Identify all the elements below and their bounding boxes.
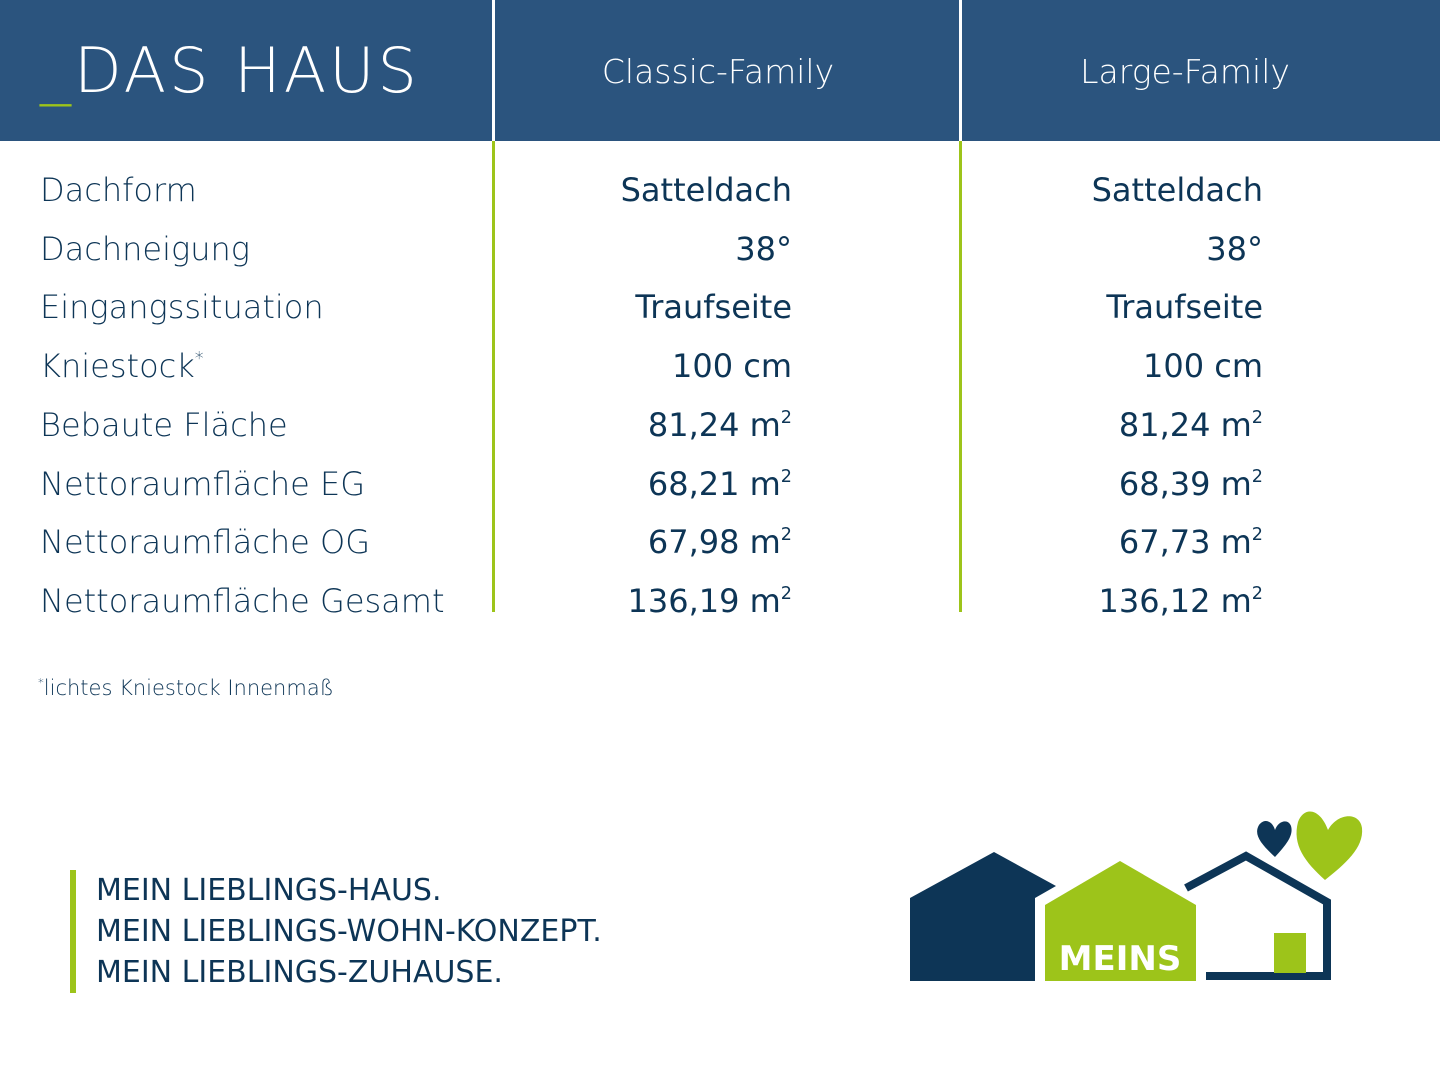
value-text: 136,19 m [627,581,781,620]
value-text: Traufseite [1106,288,1263,327]
title-text: DAS HAUS [74,34,420,107]
footnote-text: lichtes Kniestock Innenmaß [43,676,334,700]
slogan-line: MEIN LIEBLINGS-HAUS. [96,873,442,908]
row-value: 68,21 m2 [492,455,792,513]
value-text: 67,73 m [1118,523,1252,562]
row-label-text: Dachform [40,171,197,209]
table-row: Dachform Satteldach Satteldach [0,161,1440,219]
logo-house-green [1045,861,1196,981]
value-text: Satteldach [620,171,792,209]
value-text: 68,39 m [1118,464,1252,503]
logo-house-navy [910,852,1056,981]
row-value: Satteldach [492,161,792,219]
row-label-text: Kniestock [40,347,195,386]
row-label-text: Dachneigung [40,229,250,268]
value-unit-sup: 2 [780,466,792,487]
value-unit-sup: 2 [1251,525,1263,545]
divider [492,0,495,141]
title-underscore: _ [40,34,74,107]
row-value: Traufseite [492,278,792,336]
slogan-line: MEIN LIEBLINGS-WOHN-KONZEPT. [96,914,602,949]
logo-text: MEINS [1059,939,1182,979]
value-text: 81,24 m [647,405,781,444]
table-row: Kniestock* 100 cm 100 cm [0,337,1440,395]
row-label: Nettoraumfläche EG [40,455,365,513]
value-unit-sup: 2 [780,583,792,604]
value-text: 38° [1206,229,1263,268]
row-value: 136,19 m2 [492,572,792,630]
footnote: *lichtes Kniestock Innenmaß [38,676,334,700]
value-text: Satteldach [1091,171,1263,209]
row-value: Satteldach [963,161,1263,219]
value-unit-sup: 2 [1251,407,1263,428]
value-unit-sup: 2 [1251,583,1263,604]
row-value: 81,24 m2 [963,396,1263,454]
table-row: Eingangssituation Traufseite Traufseite [0,278,1440,336]
row-label-text: Nettoraumfläche EG [40,464,366,503]
value-text: 136,12 m [1098,581,1252,620]
slogan-line: MEIN LIEBLINGS-ZUHAUSE. [96,955,503,990]
row-value: 67,98 m2 [492,513,792,571]
value-text: 68,21 m [647,464,781,503]
heart-green-icon [1296,811,1363,880]
meins-logo: MEINS [910,811,1363,981]
value-unit-sup: 2 [780,525,792,545]
row-label: Bebaute Fläche [40,396,288,454]
table-row: Dachneigung 38° 38° [0,220,1440,278]
row-label: Eingangssituation [40,278,324,336]
value-text: 100 cm [671,347,792,386]
divider-green [492,141,495,612]
table-row: Nettoraumfläche OG 67,98 m2 67,73 m2 [0,513,1440,571]
value-text: 81,24 m [1118,405,1252,444]
row-value: 68,39 m2 [963,455,1263,513]
row-value: Traufseite [963,278,1263,336]
page-title: _DAS HAUS [40,36,420,106]
row-label: Kniestock* [40,337,204,395]
divider-green [959,141,962,612]
table-row: Nettoraumfläche Gesamt 136,19 m2 136,12 m2 [0,572,1440,630]
row-label-text: Nettoraumfläche Gesamt [40,581,445,620]
table-row: Nettoraumfläche EG 68,21 m2 68,39 m2 [0,455,1440,513]
row-value: 38° [492,220,792,278]
divider [959,0,962,141]
row-value: 81,24 m2 [492,396,792,454]
value-text: 100 cm [1142,347,1263,386]
row-label: Dachform [40,161,197,219]
header-bar: _DAS HAUS Classic-Family Large-Family [0,0,1440,141]
logo-house-outline [1184,851,1331,980]
row-value: 38° [963,220,1263,278]
row-label: Nettoraumfläche Gesamt [40,572,445,630]
row-value: 100 cm [963,337,1263,395]
row-label: Nettoraumfläche OG [40,513,370,571]
row-label-sup: * [194,348,204,369]
row-value: 136,12 m2 [963,572,1263,630]
footnote-mark: * [38,675,44,690]
slogan: MEIN LIEBLINGS-HAUS. MEIN LIEBLINGS-WOHN… [70,870,602,993]
value-unit-sup: 2 [780,407,792,428]
value-unit-sup: 2 [1251,466,1263,487]
logo-door [1274,933,1306,973]
column-header-classic: Classic-Family [601,52,835,91]
value-text: 67,98 m [647,523,781,562]
row-label: Dachneigung [40,220,250,278]
value-text: Traufseite [635,288,792,327]
row-value: 100 cm [492,337,792,395]
table-row: Bebaute Fläche 81,24 m2 81,24 m2 [0,396,1440,454]
column-header-large: Large-Family [1080,52,1290,91]
row-label-text: Nettoraumfläche OG [40,523,370,562]
row-value: 67,73 m2 [963,513,1263,571]
row-label-text: Bebaute Fläche [40,405,288,444]
row-label-text: Eingangssituation [40,288,324,327]
heart-navy-icon [1257,820,1292,857]
value-text: 38° [735,229,792,268]
